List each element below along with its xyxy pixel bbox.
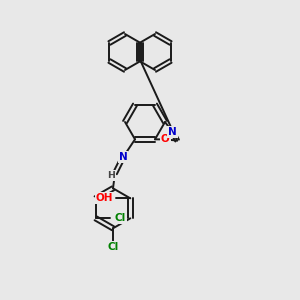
Text: N: N	[168, 127, 177, 137]
Text: OH: OH	[96, 193, 113, 203]
Text: Cl: Cl	[115, 213, 126, 223]
Text: Cl: Cl	[107, 242, 118, 252]
Text: O: O	[161, 134, 170, 144]
Text: N: N	[118, 152, 127, 162]
Text: H: H	[107, 171, 115, 180]
